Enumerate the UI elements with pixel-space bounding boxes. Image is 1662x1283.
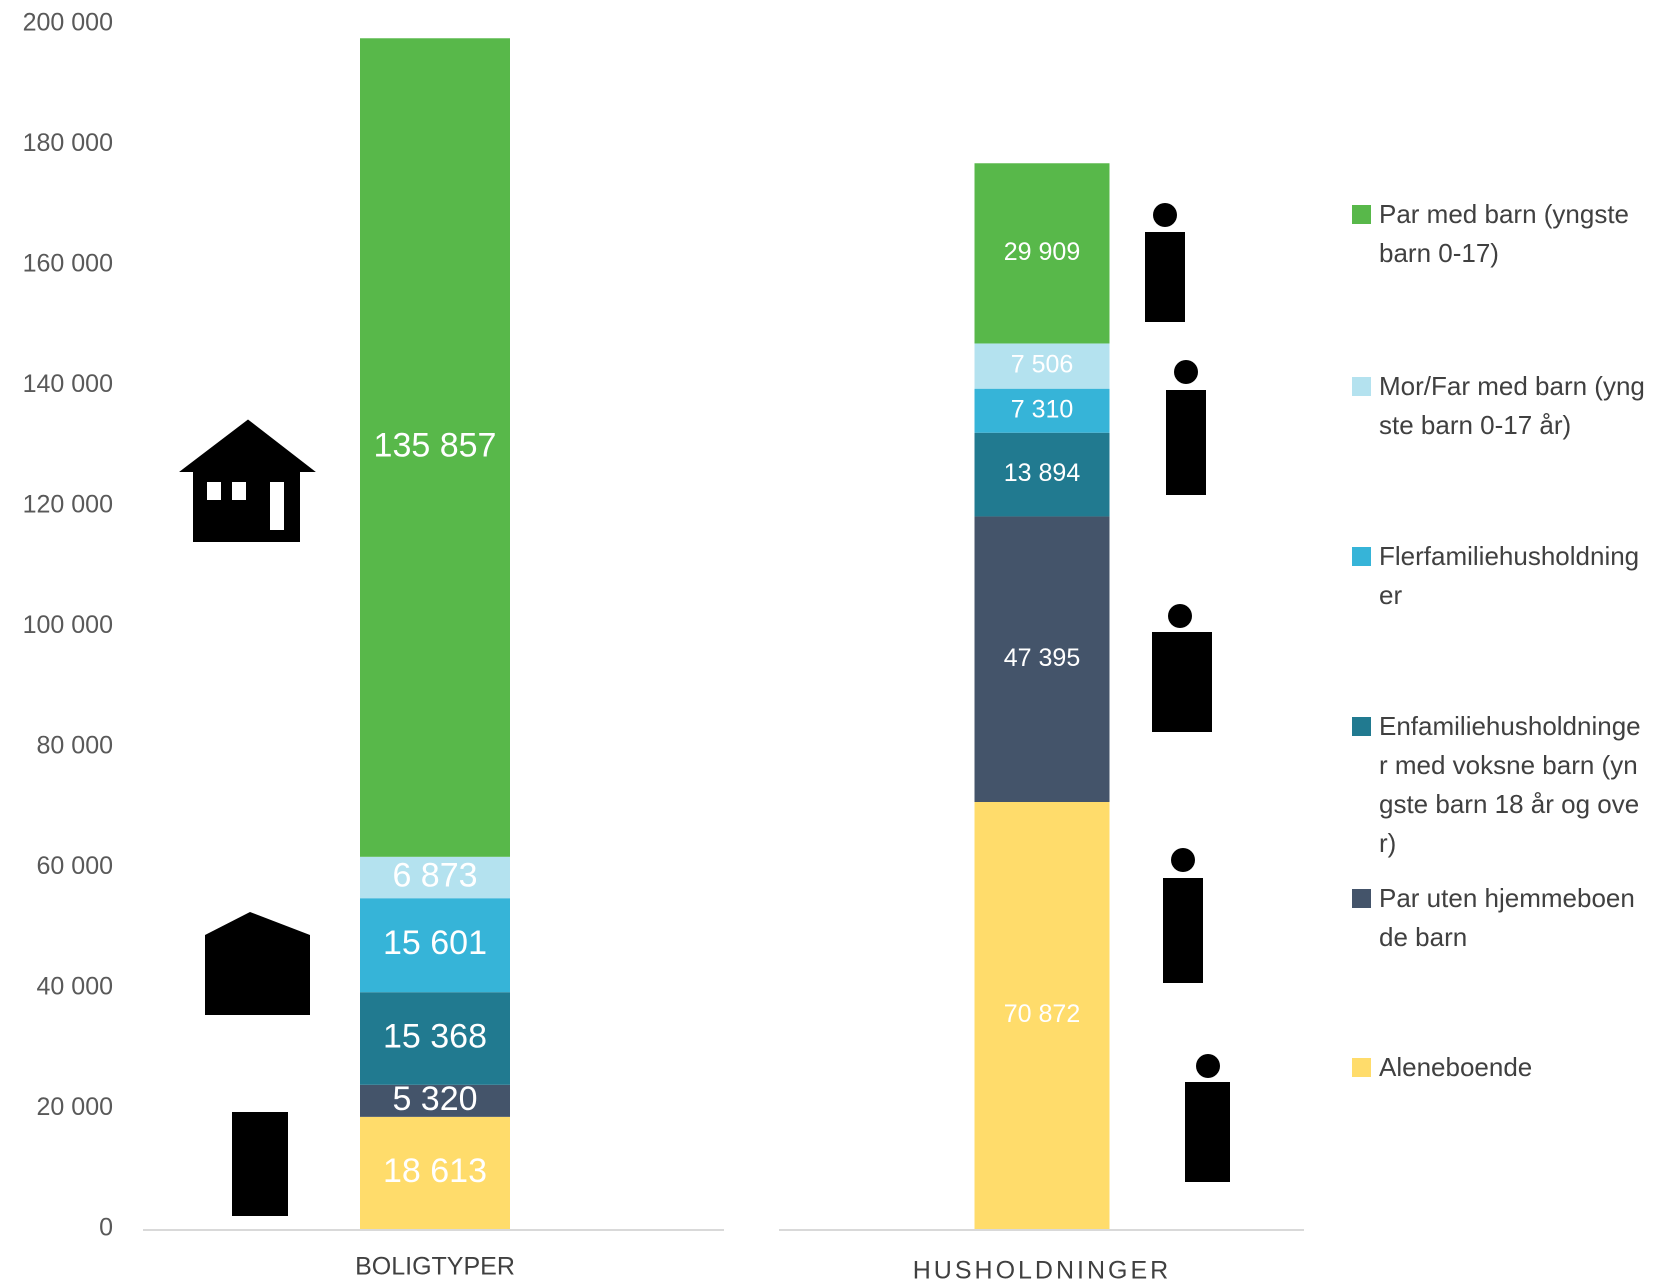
legend-item: Par uten hjemmeboende barn <box>1352 879 1652 957</box>
x-tick-label: HUSHOLDNINGER <box>913 1257 1171 1283</box>
dog-walker-icon <box>1171 848 1195 872</box>
y-tick-label: 200 000 <box>23 9 113 37</box>
legend-swatch <box>1352 547 1371 566</box>
y-tick-label: 140 000 <box>23 370 113 398</box>
bar-segment <box>974 516 1110 802</box>
legend-label: Par med barn (yngste barn 0-17) <box>1379 199 1630 268</box>
bar-segment <box>360 1116 510 1229</box>
x-tick-label: BOLIGTYPER <box>355 1253 515 1281</box>
bar-segment <box>360 856 510 899</box>
legend-item: Enfamiliehusholdninger med voksne barn (… <box>1352 707 1652 863</box>
tower-icon <box>232 1112 288 1216</box>
legend-label: Flerfamiliehusholdninger <box>1379 541 1640 610</box>
couple-icon <box>1168 604 1192 628</box>
bar-segment <box>974 163 1110 344</box>
y-tick-label: 180 000 <box>23 129 113 157</box>
legend-label: Mor/Far med barn (yngste barn 0-17 år) <box>1379 371 1645 440</box>
bar-segment <box>360 898 510 993</box>
data-label: 6 873 <box>392 856 477 894</box>
y-tick-label: 40 000 <box>37 973 113 1001</box>
legend-swatch <box>1352 1058 1371 1077</box>
couple-icon <box>1152 632 1212 732</box>
y-tick-label: 80 000 <box>37 732 113 760</box>
icons <box>179 203 1230 1216</box>
y-tick-label: 60 000 <box>37 852 113 880</box>
data-label: 18 613 <box>383 1152 487 1190</box>
house-icon <box>179 419 316 542</box>
y-tick-label: 120 000 <box>23 491 113 519</box>
legend-item: Aleneboende <box>1352 1048 1652 1087</box>
bar-segment <box>360 1084 510 1117</box>
legend-item: Mor/Far med barn (yngste barn 0-17 år) <box>1352 367 1652 445</box>
legend-item: Flerfamiliehusholdninger <box>1352 537 1652 615</box>
bar-segment <box>360 992 510 1085</box>
apartment-roof <box>205 912 310 935</box>
legend-item: Par med barn (yngste barn 0-17) <box>1352 195 1652 273</box>
legend-swatch <box>1352 205 1371 224</box>
legend-label: Aleneboende <box>1379 1052 1533 1082</box>
y-tick-label: 100 000 <box>23 611 113 639</box>
legend-label: Enfamiliehusholdninger med voksne barn (… <box>1379 711 1641 858</box>
data-label: 47 395 <box>1004 644 1080 672</box>
apartment-icon <box>205 935 310 1015</box>
y-tick-label: 0 <box>99 1214 113 1242</box>
legend-swatch <box>1352 717 1371 736</box>
data-label: 29 909 <box>1004 238 1080 266</box>
bar-segment <box>974 343 1110 389</box>
dog-walker-icon <box>1163 878 1203 983</box>
data-label: 15 601 <box>383 924 487 962</box>
data-label: 5 320 <box>392 1080 477 1118</box>
data-label: 13 894 <box>1004 459 1081 487</box>
elder-icon <box>1185 1082 1230 1182</box>
data-label: 135 857 <box>374 427 497 465</box>
parent-icon <box>1166 390 1206 495</box>
legend-swatch <box>1352 377 1371 396</box>
legend-swatch <box>1352 889 1371 908</box>
data-label: 7 506 <box>1011 351 1074 379</box>
legend-label: Par uten hjemmeboende barn <box>1379 883 1635 952</box>
bar-segment <box>974 801 1110 1229</box>
family-icon <box>1153 203 1177 227</box>
elder-icon <box>1196 1054 1220 1078</box>
data-label: 70 872 <box>1004 1000 1080 1028</box>
bar-segment <box>360 38 510 857</box>
family-icon <box>1145 232 1185 322</box>
data-label: 15 368 <box>383 1017 487 1055</box>
y-tick-label: 20 000 <box>37 1093 113 1121</box>
y-tick-label: 160 000 <box>23 250 113 278</box>
bar-segment <box>974 388 1110 433</box>
parent-icon <box>1174 360 1198 384</box>
bar-segment <box>974 432 1110 517</box>
data-label: 7 310 <box>1011 395 1074 423</box>
